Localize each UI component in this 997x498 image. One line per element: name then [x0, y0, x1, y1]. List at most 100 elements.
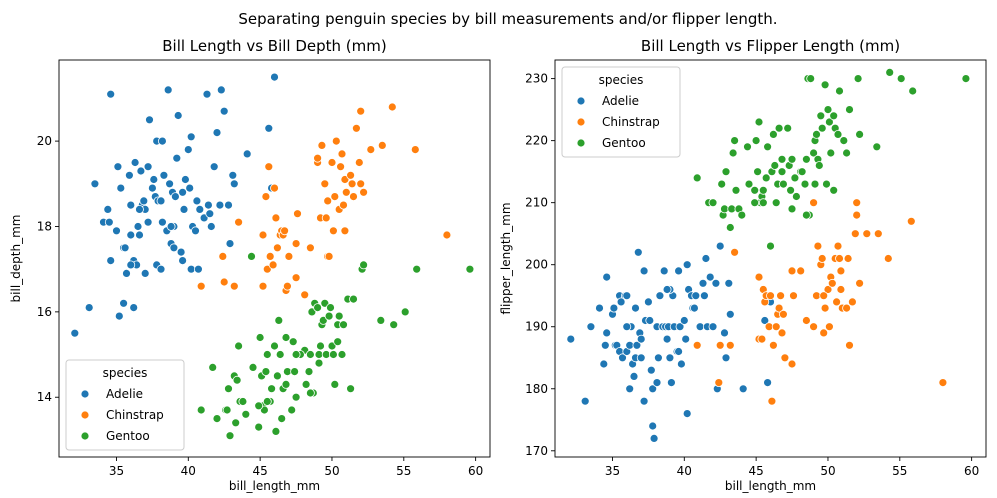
- point-gentoo: [825, 117, 834, 127]
- point-gentoo: [725, 223, 735, 232]
- point-chinstrap: [229, 281, 239, 291]
- point-chinstrap: [351, 123, 361, 133]
- point-adelie: [622, 322, 632, 332]
- point-chinstrap: [305, 243, 315, 253]
- point-gentoo: [261, 367, 271, 377]
- y-tick-label: 200: [525, 258, 548, 272]
- point-gentoo: [961, 74, 971, 83]
- point-gentoo: [731, 185, 741, 195]
- point-chinstrap: [730, 247, 739, 257]
- point-chinstrap: [873, 229, 883, 239]
- point-adelie: [695, 322, 705, 332]
- point-gentoo: [885, 68, 895, 77]
- point-chinstrap: [323, 196, 333, 206]
- point-adelie: [609, 303, 619, 313]
- point-chinstrap: [777, 328, 787, 338]
- point-gentoo: [806, 74, 816, 83]
- point-adelie: [652, 378, 662, 388]
- point-adelie: [599, 359, 609, 369]
- point-chinstrap: [339, 200, 348, 210]
- point-adelie: [180, 175, 190, 184]
- point-chinstrap: [787, 359, 797, 369]
- point-chinstrap: [817, 254, 827, 263]
- point-adelie: [632, 340, 642, 350]
- y-tick-label: 20: [37, 134, 52, 148]
- point-chinstrap: [336, 162, 346, 172]
- point-gentoo: [275, 350, 285, 359]
- point-chinstrap: [261, 192, 271, 202]
- point-gentoo: [288, 337, 298, 347]
- point-chinstrap: [320, 179, 330, 189]
- point-adelie: [113, 162, 123, 172]
- point-adelie: [646, 365, 656, 375]
- point-chinstrap: [809, 322, 818, 332]
- point-chinstrap: [836, 266, 846, 276]
- point-gentoo: [301, 379, 311, 389]
- x-axis-label: bill_length_mm: [725, 479, 816, 493]
- y-tick-label: 18: [37, 219, 52, 233]
- point-gentoo: [330, 379, 340, 389]
- point-adelie: [169, 243, 179, 253]
- x-tick-label: 60: [964, 464, 979, 478]
- legend-title: species: [103, 366, 148, 380]
- point-adelie: [763, 378, 772, 388]
- point-chinstrap: [321, 213, 331, 223]
- point-gentoo: [771, 198, 781, 208]
- point-gentoo: [262, 397, 272, 406]
- point-chinstrap: [714, 378, 724, 388]
- point-gentoo: [267, 384, 277, 394]
- point-gentoo: [797, 167, 807, 177]
- point-gentoo: [224, 384, 233, 394]
- point-gentoo: [238, 397, 248, 406]
- point-adelie: [616, 297, 626, 307]
- point-adelie: [649, 433, 659, 443]
- point-chinstrap: [813, 241, 823, 251]
- point-adelie: [225, 239, 235, 249]
- point-adelie: [129, 303, 139, 313]
- point-adelie: [629, 371, 639, 381]
- point-adelie: [185, 183, 195, 193]
- legend-label-chinstrap: Chinstrap: [602, 115, 660, 129]
- point-adelie: [665, 353, 675, 363]
- point-chinstrap: [766, 291, 775, 301]
- point-chinstrap: [291, 239, 301, 249]
- point-adelie: [264, 123, 274, 133]
- point-adelie: [126, 200, 136, 210]
- point-adelie: [106, 256, 116, 266]
- point-gentoo: [855, 129, 864, 139]
- point-chinstrap: [906, 216, 916, 226]
- point-gentoo: [774, 123, 784, 133]
- point-adelie: [147, 183, 157, 193]
- point-chinstrap: [300, 290, 310, 300]
- point-gentoo: [829, 111, 839, 121]
- point-adelie: [183, 145, 193, 155]
- point-chinstrap: [272, 243, 282, 253]
- point-gentoo: [839, 136, 849, 146]
- point-gentoo: [728, 148, 738, 158]
- point-chinstrap: [832, 297, 841, 307]
- point-adelie: [682, 260, 692, 270]
- legend-box: [65, 359, 185, 451]
- point-adelie: [186, 132, 196, 142]
- point-chinstrap: [852, 210, 862, 220]
- point-chinstrap: [442, 230, 452, 240]
- point-chinstrap: [802, 316, 811, 325]
- point-chinstrap: [330, 192, 340, 202]
- legend-title: species: [599, 73, 644, 87]
- point-chinstrap: [359, 187, 369, 197]
- point-adelie: [157, 136, 167, 146]
- point-chinstrap: [264, 162, 274, 172]
- point-chinstrap: [410, 145, 420, 155]
- point-gentoo: [758, 185, 768, 195]
- point-gentoo: [820, 80, 830, 90]
- point-chinstrap: [366, 145, 376, 155]
- point-gentoo: [304, 367, 314, 377]
- point-adelie: [682, 409, 692, 419]
- y-tick-label: 210: [525, 196, 548, 210]
- point-chinstrap: [387, 102, 397, 112]
- point-gentoo: [314, 358, 324, 368]
- point-adelie: [633, 247, 643, 257]
- point-gentoo: [287, 405, 297, 415]
- point-chinstrap: [780, 353, 790, 363]
- point-gentoo: [241, 409, 251, 419]
